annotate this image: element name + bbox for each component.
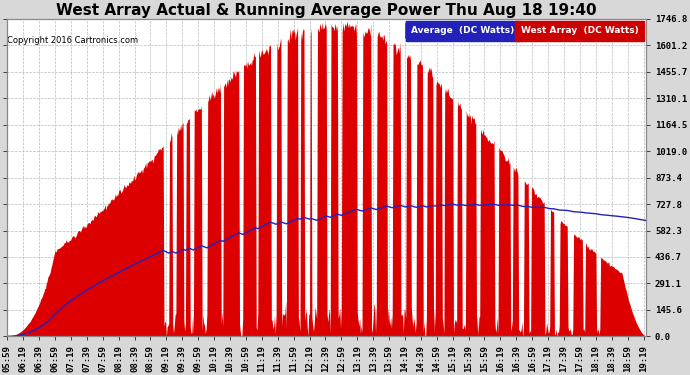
Title: West Array Actual & Running Average Power Thu Aug 18 19:40: West Array Actual & Running Average Powe… [57,3,597,18]
Legend: Average  (DC Watts), West Array  (DC Watts): Average (DC Watts), West Array (DC Watts… [405,24,642,38]
Text: Copyright 2016 Cartronics.com: Copyright 2016 Cartronics.com [8,36,139,45]
